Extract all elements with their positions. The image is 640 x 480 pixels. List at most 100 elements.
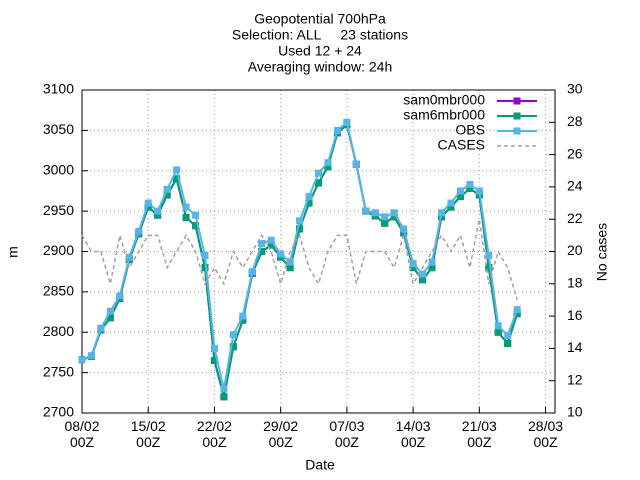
series-marker xyxy=(258,239,266,247)
series-marker xyxy=(258,248,266,255)
y2-tick-label: 14 xyxy=(567,339,583,355)
series-marker xyxy=(381,219,389,227)
y2-tick-label: 22 xyxy=(567,210,583,226)
series-marker xyxy=(352,160,360,168)
series-marker xyxy=(173,175,181,183)
series-marker xyxy=(315,179,322,187)
series-marker xyxy=(485,252,493,260)
x-axis-label: Date xyxy=(305,457,335,473)
x-tick-label: 15/02 00Z xyxy=(131,418,166,450)
series-marker xyxy=(409,260,417,268)
legend-marker xyxy=(513,97,521,105)
series-marker xyxy=(296,217,304,225)
y-tick-label: 3050 xyxy=(43,121,74,137)
x-tick-label: 28/03 00Z xyxy=(528,418,563,450)
series-marker xyxy=(210,344,218,352)
series-marker xyxy=(248,268,256,276)
legend-marker xyxy=(513,112,521,120)
series-marker xyxy=(456,187,464,195)
series-marker xyxy=(315,169,322,177)
series-marker xyxy=(466,185,474,193)
series-marker xyxy=(116,292,124,300)
y2-tick-label: 16 xyxy=(567,307,583,323)
series-marker xyxy=(447,199,455,207)
series-marker xyxy=(456,193,464,201)
series-marker xyxy=(135,227,143,235)
series-marker xyxy=(87,352,95,360)
series-marker xyxy=(239,312,247,320)
series-marker xyxy=(362,207,370,215)
x-tick-label: 29/02 00Z xyxy=(263,418,298,450)
series-marker xyxy=(220,385,228,393)
series-marker xyxy=(419,270,427,278)
x-tick-label: 14/03 00Z xyxy=(396,418,431,450)
series-marker xyxy=(513,306,521,314)
legend-label: CASES xyxy=(438,137,485,153)
series-marker xyxy=(229,343,237,351)
series-marker xyxy=(144,199,152,207)
series-marker xyxy=(475,187,483,195)
y2-tick-label: 24 xyxy=(567,178,583,194)
series-marker xyxy=(201,264,209,272)
legend-label: sam6mbr000 xyxy=(403,107,485,123)
legend-marker xyxy=(513,127,521,135)
series-marker xyxy=(296,225,304,233)
y2-tick-label: 30 xyxy=(567,81,583,97)
series-marker xyxy=(154,207,162,215)
series-marker xyxy=(381,213,389,221)
series-marker xyxy=(239,316,247,324)
series-marker xyxy=(371,209,379,217)
series-marker xyxy=(504,331,512,339)
series-marker xyxy=(154,211,162,219)
series-marker xyxy=(428,264,436,272)
series-marker xyxy=(504,340,512,348)
y2-axis-label: No cases xyxy=(594,223,610,281)
series-marker xyxy=(125,253,133,261)
y2-tick-label: 18 xyxy=(567,275,583,291)
y-tick-label: 2800 xyxy=(43,323,74,339)
series-marker xyxy=(305,193,313,201)
title-line: Used 12 + 24 xyxy=(278,43,362,59)
series-marker xyxy=(513,310,521,318)
series-marker xyxy=(78,356,86,364)
series-marker xyxy=(428,258,436,266)
series-marker xyxy=(466,180,474,188)
series-marker xyxy=(324,159,332,167)
series-marker xyxy=(192,211,200,219)
series-marker xyxy=(210,357,218,365)
series-marker xyxy=(494,322,502,330)
x-tick-label: 07/03 00Z xyxy=(329,418,364,450)
series-marker xyxy=(267,241,275,249)
series-marker xyxy=(390,213,398,221)
series-marker xyxy=(267,236,275,244)
y2-tick-label: 26 xyxy=(567,145,583,161)
series-marker xyxy=(182,214,190,222)
series-marker xyxy=(97,324,105,332)
title-line: Selection: ALL 23 stations xyxy=(232,27,408,43)
y-tick-label: 3000 xyxy=(43,161,74,177)
title-line: Geopotential 700hPa xyxy=(254,11,386,27)
y-tick-label: 2750 xyxy=(43,363,74,379)
y2-tick-label: 20 xyxy=(567,242,583,258)
series-marker xyxy=(400,229,408,237)
y2-tick-label: 28 xyxy=(567,113,583,129)
series-marker xyxy=(173,166,181,174)
y-tick-label: 2850 xyxy=(43,283,74,299)
title-line: Averaging window: 24h xyxy=(248,59,393,75)
x-tick-label: 21/03 00Z xyxy=(462,418,497,450)
series-marker xyxy=(220,393,228,401)
series-marker xyxy=(305,199,313,207)
plot-frame xyxy=(81,89,556,414)
legend-label: OBS xyxy=(455,122,485,138)
series-marker xyxy=(182,203,190,211)
x-tick-label: 08/02 00Z xyxy=(64,418,99,450)
series-marker xyxy=(494,328,502,336)
series-marker xyxy=(333,126,341,134)
series-marker xyxy=(286,258,294,266)
series-marker xyxy=(277,250,285,258)
series-marker xyxy=(106,314,114,322)
y-tick-label: 3100 xyxy=(43,81,74,97)
legend-label: sam0mbr000 xyxy=(403,92,485,108)
